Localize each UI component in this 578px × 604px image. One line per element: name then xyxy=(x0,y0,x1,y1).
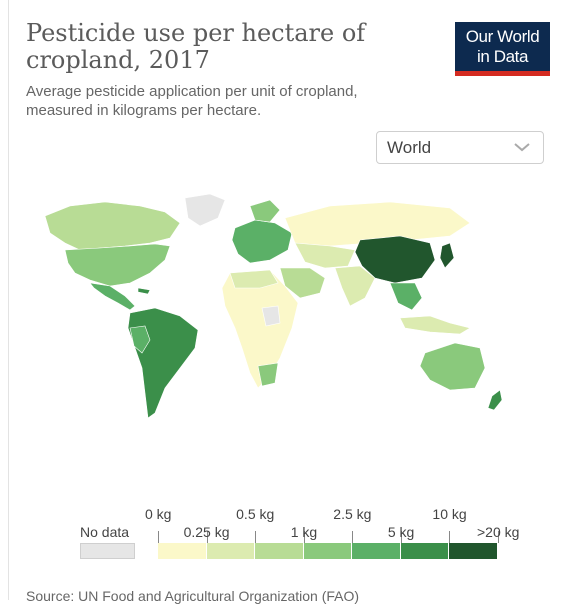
logo-line-1: Our World xyxy=(465,27,540,46)
legend-no-data-swatch[interactable] xyxy=(80,543,135,559)
region-north-africa[interactable] xyxy=(229,269,279,289)
chart-title: Pesticide use per hectare of cropland, 2… xyxy=(26,19,366,74)
world-map[interactable] xyxy=(30,188,550,433)
region-sahara-nodata[interactable] xyxy=(261,305,281,327)
region-central-asia[interactable] xyxy=(294,242,356,269)
region-china[interactable] xyxy=(354,235,436,284)
legend-swatch-1[interactable] xyxy=(206,543,256,559)
region-southeast-asia[interactable] xyxy=(389,282,423,311)
legend-tick-3 xyxy=(303,531,305,543)
legend-tick-1 xyxy=(206,531,208,543)
region-australia[interactable] xyxy=(419,342,486,391)
region-indonesia[interactable] xyxy=(399,315,471,335)
region-caribbean[interactable] xyxy=(137,287,151,295)
region-usa[interactable] xyxy=(64,243,171,287)
region-select-value: World xyxy=(387,138,432,157)
legend-top-label-1: 0.5 kg xyxy=(236,506,275,522)
region-new-zealand[interactable] xyxy=(487,389,503,411)
chevron-down-icon xyxy=(514,143,530,152)
legend-tick-2 xyxy=(255,531,257,543)
legend-swatch-4[interactable] xyxy=(352,543,401,559)
region-central-america[interactable] xyxy=(89,282,136,311)
source-note: Source: UN Food and Agricultural Organiz… xyxy=(26,588,360,604)
legend-swatch-3[interactable] xyxy=(303,543,353,559)
chart-subtitle: Average pesticide application per unit o… xyxy=(26,83,358,119)
legend-swatch-6[interactable] xyxy=(449,543,498,559)
region-south-america[interactable] xyxy=(127,307,199,419)
legend-swatch-2[interactable] xyxy=(255,543,304,559)
legend-top-label-3: 10 kg xyxy=(432,506,467,522)
legend-tick-0 xyxy=(158,531,159,543)
region-india[interactable] xyxy=(334,265,376,307)
region-scandinavia[interactable] xyxy=(249,199,281,223)
legend-swatch-5[interactable] xyxy=(400,543,450,559)
region-select[interactable]: World xyxy=(376,131,544,164)
region-canada[interactable] xyxy=(44,201,181,251)
legend-top-label-2: 2.5 kg xyxy=(333,506,372,522)
legend-bottom-label-0: 0.25 kg xyxy=(183,524,230,540)
region-greenland[interactable] xyxy=(184,193,226,227)
legend-tick-5 xyxy=(400,531,402,543)
legend-no-data-label: No data xyxy=(80,524,130,540)
logo-line-2: in Data xyxy=(476,47,529,66)
region-peru-bolivia[interactable] xyxy=(129,325,151,354)
legend-top-label-0: 0 kg xyxy=(145,506,172,522)
logo-red-bar xyxy=(455,71,550,76)
region-europe[interactable] xyxy=(231,219,293,264)
legend-tick-6 xyxy=(449,531,451,543)
legend: No data 0 kg 0.5 kg 2.5 kg 10 kg 0.25 kg 1 kg… xyxy=(0,500,578,570)
region-japan[interactable] xyxy=(439,242,455,269)
left-frame-line xyxy=(8,0,9,600)
legend-bottom-label-3: >20 kg xyxy=(477,524,520,540)
region-south-africa[interactable] xyxy=(257,362,279,387)
owid-logo[interactable]: Our World in Data xyxy=(455,22,550,76)
legend-bottom-label-2: 5 kg xyxy=(387,524,415,540)
legend-bottom-label-1: 1 kg xyxy=(290,524,318,540)
legend-tick-7 xyxy=(498,531,499,543)
legend-tick-4 xyxy=(352,531,354,543)
legend-swatch-0[interactable] xyxy=(158,543,207,559)
